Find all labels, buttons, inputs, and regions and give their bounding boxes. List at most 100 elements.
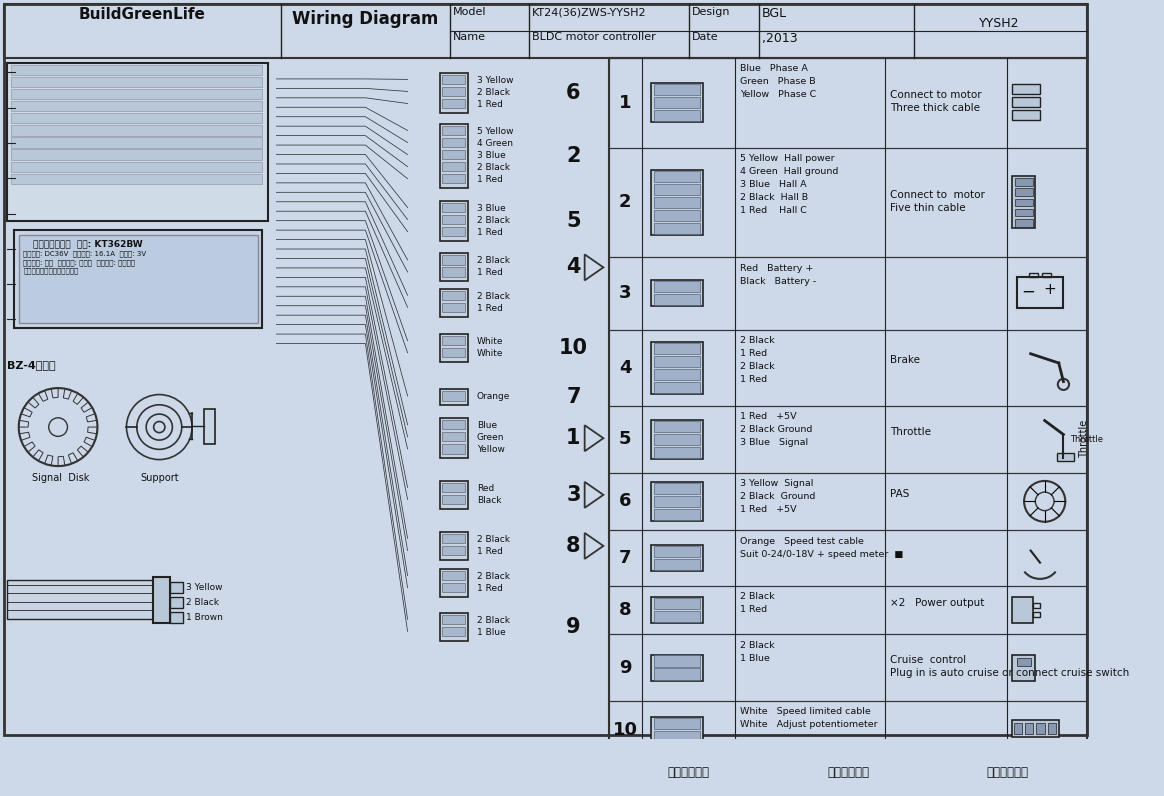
Text: Signal  Disk: Signal Disk bbox=[31, 474, 90, 483]
Bar bbox=[12, 113, 262, 123]
Text: White: White bbox=[477, 337, 503, 346]
Bar bbox=[654, 447, 700, 458]
Text: 4: 4 bbox=[566, 257, 581, 277]
Text: BGL: BGL bbox=[761, 7, 787, 21]
Bar bbox=[609, 406, 1087, 473]
Bar bbox=[440, 418, 468, 458]
Text: Connect to  motor: Connect to motor bbox=[890, 190, 985, 200]
Bar bbox=[609, 788, 768, 796]
Bar bbox=[170, 582, 183, 593]
Bar bbox=[1032, 603, 1039, 608]
Bar bbox=[654, 342, 700, 353]
Bar bbox=[12, 125, 262, 135]
Text: 5: 5 bbox=[566, 211, 581, 231]
Bar bbox=[440, 201, 468, 241]
Text: 防护等级: 以上  防水方式: 接导线  散热方式: 铝壳外壳: 防护等级: 以上 防水方式: 接导线 散热方式: 铝壳外壳 bbox=[23, 259, 135, 266]
Bar bbox=[651, 716, 703, 743]
Text: 1 Red: 1 Red bbox=[740, 605, 767, 615]
Text: 设计（日期）: 设计（日期） bbox=[668, 766, 710, 779]
Bar bbox=[442, 256, 464, 264]
Bar bbox=[12, 162, 262, 172]
Bar bbox=[768, 759, 928, 788]
Bar bbox=[654, 295, 700, 306]
Bar bbox=[1015, 189, 1032, 196]
Text: +: + bbox=[1044, 283, 1057, 297]
Text: 1 Blue: 1 Blue bbox=[477, 627, 505, 637]
Bar bbox=[440, 334, 468, 362]
Text: 8: 8 bbox=[618, 601, 631, 619]
Text: 1 Red: 1 Red bbox=[740, 375, 767, 384]
Text: 2 Black: 2 Black bbox=[477, 88, 510, 97]
Text: Yellow   Phase C: Yellow Phase C bbox=[740, 90, 816, 99]
Bar bbox=[1015, 199, 1032, 206]
Bar bbox=[1029, 273, 1038, 277]
Text: 2 Black: 2 Black bbox=[477, 535, 510, 544]
Text: 2 Black: 2 Black bbox=[740, 336, 775, 345]
Text: White: White bbox=[477, 349, 503, 358]
Text: KT24(36)ZWS-YYSH2: KT24(36)ZWS-YYSH2 bbox=[532, 7, 647, 18]
Bar bbox=[12, 101, 262, 111]
Bar bbox=[442, 87, 464, 96]
Bar bbox=[1015, 209, 1032, 217]
Bar bbox=[440, 253, 468, 281]
Text: Green: Green bbox=[477, 433, 504, 442]
Text: 1 Brown: 1 Brown bbox=[185, 613, 222, 622]
Bar bbox=[440, 124, 468, 188]
Text: 2 Black Ground: 2 Black Ground bbox=[740, 425, 812, 435]
Text: 郑州市国际联通电子有限公司: 郑州市国际联通电子有限公司 bbox=[23, 267, 79, 274]
Text: Brake: Brake bbox=[890, 355, 920, 365]
Bar bbox=[654, 97, 700, 108]
Bar bbox=[654, 369, 700, 380]
Bar bbox=[1042, 273, 1051, 277]
Text: 1 Red: 1 Red bbox=[477, 268, 503, 277]
Bar bbox=[442, 267, 464, 277]
Text: 元启电机控制器  型号: KT362BW: 元启电机控制器 型号: KT362BW bbox=[33, 240, 142, 248]
Text: Name: Name bbox=[453, 33, 485, 42]
Text: Throttle: Throttle bbox=[1070, 435, 1103, 443]
Bar bbox=[654, 281, 700, 292]
Text: 2 Black  Ground: 2 Black Ground bbox=[740, 492, 816, 501]
Text: 3 Blue: 3 Blue bbox=[477, 151, 505, 160]
Bar bbox=[654, 171, 700, 182]
Text: BLDC motor controller: BLDC motor controller bbox=[532, 33, 656, 42]
Text: 7: 7 bbox=[566, 388, 581, 408]
Bar bbox=[442, 291, 464, 300]
Bar bbox=[1015, 178, 1032, 185]
Bar bbox=[442, 444, 464, 454]
Bar bbox=[654, 546, 700, 557]
Text: ,2013: ,2013 bbox=[761, 33, 797, 45]
Bar bbox=[440, 532, 468, 560]
Bar bbox=[3, 4, 1087, 57]
Text: 2 Black: 2 Black bbox=[477, 256, 510, 265]
Text: 10: 10 bbox=[559, 338, 588, 358]
Bar bbox=[654, 210, 700, 221]
Text: 2 Black  Hall B: 2 Black Hall B bbox=[740, 193, 808, 202]
Bar bbox=[1012, 84, 1039, 94]
Text: 8: 8 bbox=[566, 536, 581, 556]
Text: 7: 7 bbox=[619, 549, 631, 567]
Bar bbox=[442, 534, 464, 543]
Text: 4: 4 bbox=[619, 359, 631, 377]
Bar bbox=[609, 473, 1087, 530]
Bar bbox=[1014, 724, 1022, 735]
Bar bbox=[654, 184, 700, 195]
Text: 2 Black: 2 Black bbox=[477, 291, 510, 301]
Text: 2: 2 bbox=[566, 146, 581, 166]
Text: 审核（日期）: 审核（日期） bbox=[826, 766, 870, 779]
Bar bbox=[654, 718, 700, 729]
Bar bbox=[654, 84, 700, 96]
Bar bbox=[1048, 724, 1056, 735]
Bar bbox=[442, 99, 464, 108]
Bar bbox=[654, 483, 700, 494]
Bar bbox=[442, 626, 464, 636]
Text: 2 Black: 2 Black bbox=[740, 592, 775, 601]
Bar bbox=[654, 731, 700, 742]
Text: Black   Battery -: Black Battery - bbox=[740, 277, 816, 286]
Text: 1 Red: 1 Red bbox=[477, 547, 503, 556]
Text: 3 Yellow: 3 Yellow bbox=[185, 583, 222, 592]
Text: Plug in is auto cruise or connect cruise switch: Plug in is auto cruise or connect cruise… bbox=[890, 668, 1129, 678]
Bar bbox=[654, 110, 700, 121]
Bar bbox=[1057, 453, 1073, 461]
Text: Support: Support bbox=[141, 474, 179, 483]
Text: Wiring Diagram: Wiring Diagram bbox=[292, 10, 439, 28]
